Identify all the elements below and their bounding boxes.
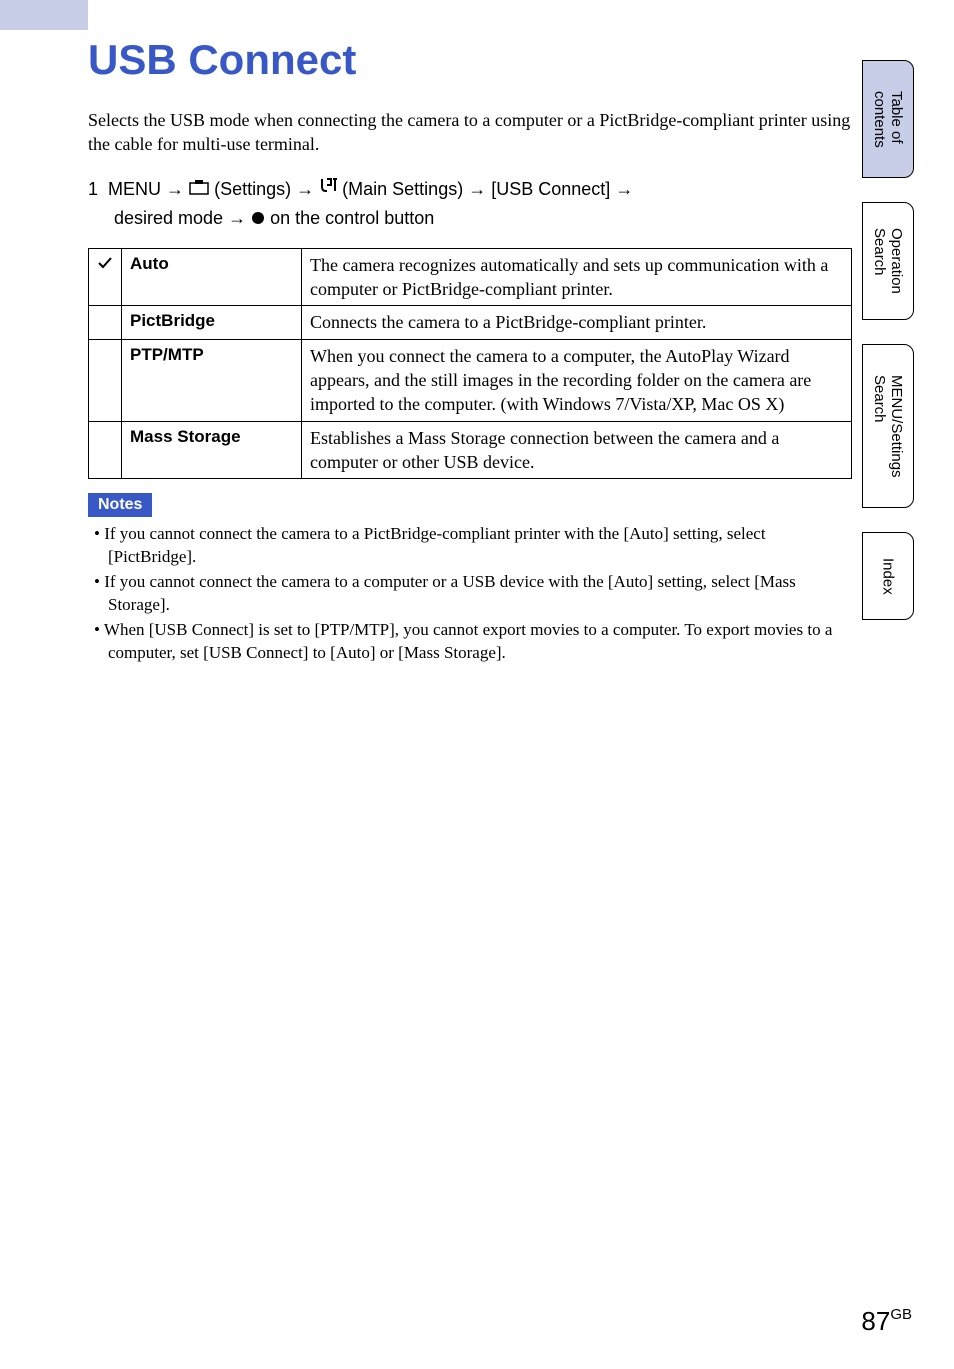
arrow-icon: → — [166, 179, 184, 199]
page-title: USB Connect — [88, 36, 852, 84]
side-tab[interactable]: Table of contents — [862, 60, 914, 178]
option-label: Auto — [122, 248, 302, 306]
table-row: Mass StorageEstablishes a Mass Storage c… — [89, 421, 852, 479]
intro-paragraph: Selects the USB mode when connecting the… — [88, 108, 852, 157]
desired-mode-label: desired mode — [114, 208, 223, 228]
option-description: Establishes a Mass Storage connection be… — [302, 421, 852, 479]
usb-connect-label: [USB Connect] — [491, 179, 610, 199]
side-tabs: Table of contents Operation Search MENU/Se… — [862, 60, 914, 644]
table-row: PTP/MTPWhen you connect the camera to a … — [89, 339, 852, 421]
table-row: PictBridgeConnects the camera to a PictB… — [89, 306, 852, 339]
center-button-icon — [251, 205, 265, 234]
top-accent-bar — [0, 0, 88, 30]
check-cell — [89, 306, 122, 339]
option-description: When you connect the camera to a compute… — [302, 339, 852, 421]
side-tab[interactable]: MENU/Settings Search — [862, 344, 914, 508]
note-item: If you cannot connect the camera to a co… — [94, 571, 852, 617]
notes-list: If you cannot connect the camera to a Pi… — [88, 523, 852, 665]
note-item: When [USB Connect] is set to [PTP/MTP], … — [94, 619, 852, 665]
table-row: AutoThe camera recognizes automatically … — [89, 248, 852, 306]
arrow-icon: → — [615, 179, 633, 199]
option-description: The camera recognizes automatically and … — [302, 248, 852, 306]
arrow-icon: → — [296, 179, 314, 199]
page-number-value: 87 — [861, 1306, 890, 1336]
page-number: 87GB — [861, 1306, 912, 1337]
page-number-suffix: GB — [890, 1306, 912, 1323]
side-tab[interactable]: Index — [862, 532, 914, 620]
menu-path: 1 MENU → (Settings) → (Main Settings) → … — [88, 175, 852, 234]
check-icon — [97, 255, 113, 271]
check-cell — [89, 339, 122, 421]
main-settings-icon — [319, 175, 337, 204]
check-cell — [89, 421, 122, 479]
main-settings-label: (Main Settings) — [342, 179, 463, 199]
page-content: USB Connect Selects the USB mode when co… — [88, 36, 852, 667]
options-table: AutoThe camera recognizes automatically … — [88, 248, 852, 479]
side-tab[interactable]: Operation Search — [862, 202, 914, 320]
note-item: If you cannot connect the camera to a Pi… — [94, 523, 852, 569]
settings-icon — [189, 175, 209, 204]
arrow-icon: → — [468, 179, 486, 199]
notes-badge: Notes — [88, 493, 152, 517]
step-number: 1 — [88, 179, 98, 199]
control-button-label: on the control button — [270, 208, 434, 228]
option-label: PTP/MTP — [122, 339, 302, 421]
option-label: Mass Storage — [122, 421, 302, 479]
menu-label: MENU — [108, 179, 161, 199]
settings-label: (Settings) — [214, 179, 291, 199]
option-label: PictBridge — [122, 306, 302, 339]
check-cell — [89, 248, 122, 306]
option-description: Connects the camera to a PictBridge-comp… — [302, 306, 852, 339]
arrow-icon: → — [228, 208, 246, 228]
